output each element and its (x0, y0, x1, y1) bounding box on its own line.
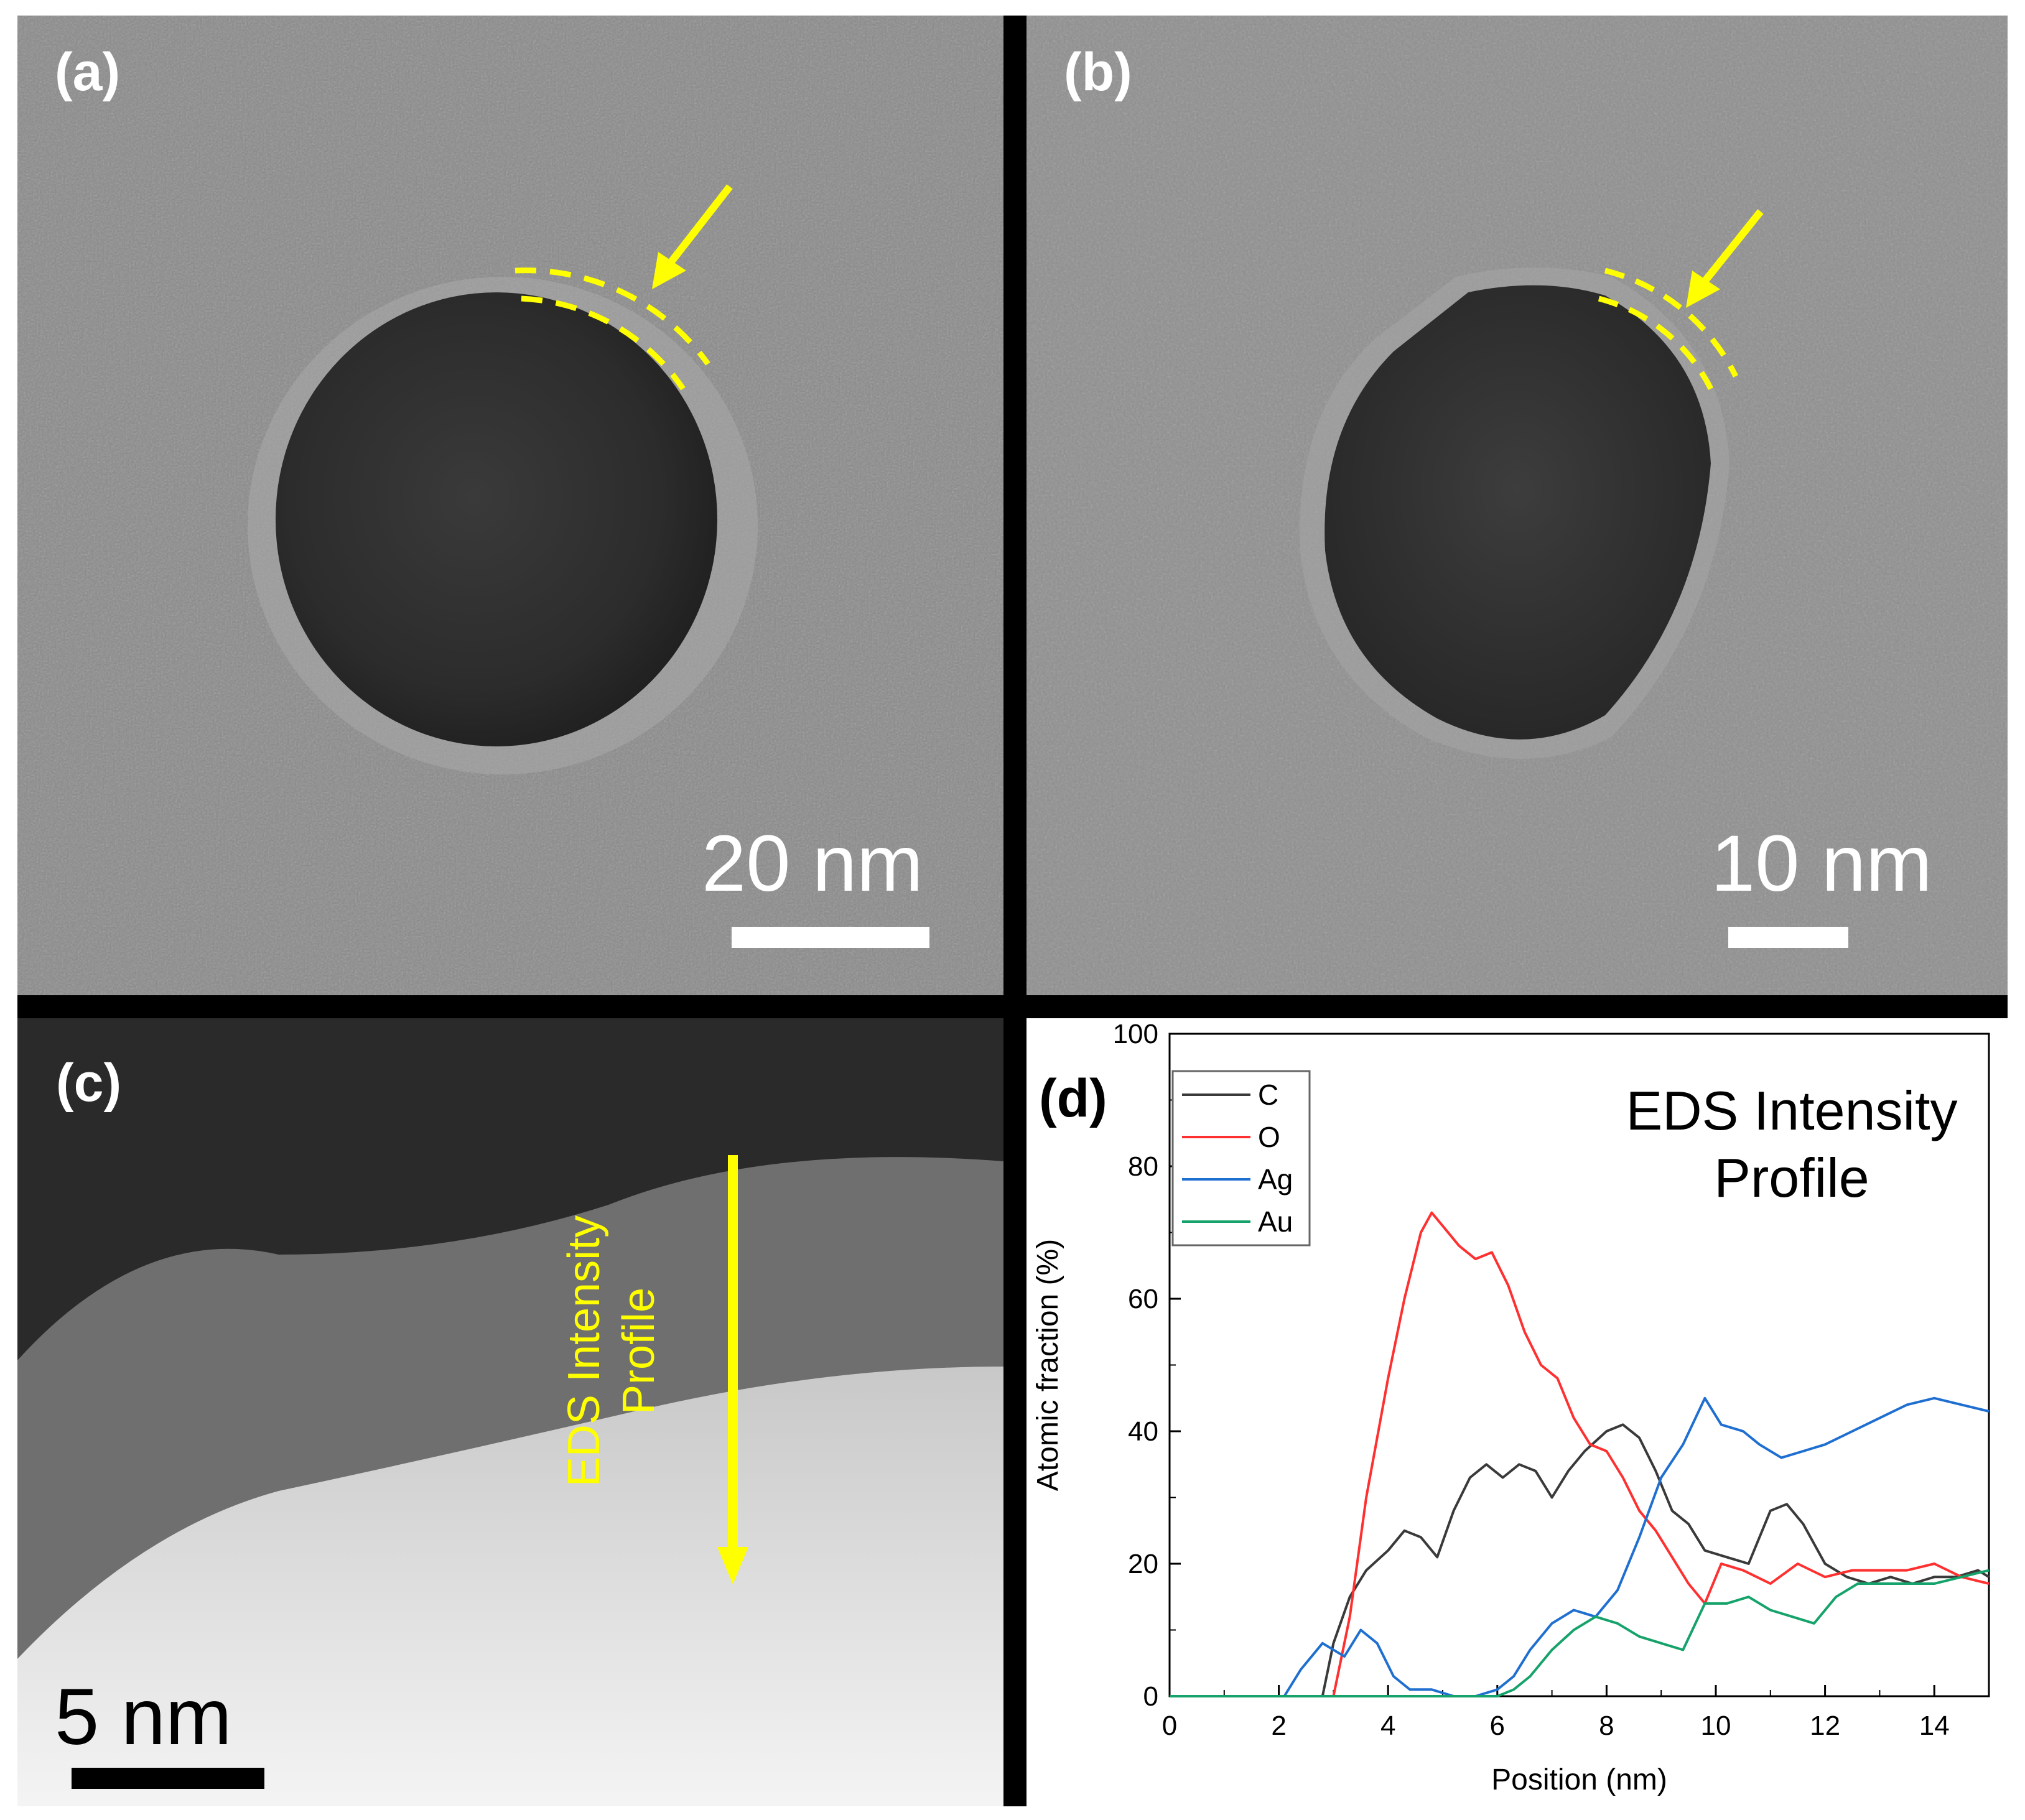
x-tick-label: 2 (1271, 1711, 1286, 1741)
panel-b-label: (b) (1064, 42, 1132, 102)
panel-c-micrograph (17, 1018, 1003, 1806)
chart-annotation-line2: Profile (1714, 1147, 1869, 1209)
x-tick-label: 14 (1919, 1711, 1950, 1741)
panel-a-label: (a) (55, 42, 121, 102)
x-tick-label: 12 (1810, 1711, 1840, 1741)
legend-label-au: Au (1258, 1205, 1293, 1238)
legend-label-ag: Ag (1258, 1163, 1293, 1196)
chart-annotation-line1: EDS Intensity (1626, 1080, 1958, 1141)
chart-axes: 0 2 4 6 8 10 12 14 0 20 40 60 80 100 Position (nm) Atom… (1031, 1019, 1990, 1796)
chart-legend: CO Ag Au (1182, 1079, 1293, 1238)
arrow-head-icon (652, 252, 686, 289)
x-tick-label: 10 (1701, 1711, 1731, 1741)
y-tick-label: 60 (1128, 1284, 1158, 1314)
shell-dashed-arc-outer (514, 267, 710, 366)
profile-arrow-label: EDS Intensity Profile (534, 1177, 689, 1525)
nanoparticle-core (276, 292, 717, 746)
legend-label-c: C (1258, 1079, 1278, 1111)
panel-c-scale-label: 5 nm (55, 1673, 232, 1762)
chart-series (1170, 1211, 1990, 1697)
x-tick-label: 0 (1162, 1711, 1177, 1741)
y-axis-label: Atomic fraction (%) (1031, 1239, 1064, 1491)
y-tick-label: 80 (1128, 1151, 1158, 1182)
series-line-ag (1170, 1396, 1990, 1697)
panel-a-micrograph (17, 16, 1003, 995)
y-tick-label: 100 (1113, 1019, 1158, 1049)
eds-line-chart: 0 2 4 6 8 10 12 14 0 20 40 60 80 100 Position (nm) Atom… (1031, 1019, 1990, 1796)
panel-c-scale-bar (72, 1768, 264, 1789)
arrow-shaft (1695, 209, 1764, 292)
panel-b-tem-image: (b) 10 nm (1026, 16, 2008, 995)
x-tick-label: 6 (1490, 1711, 1505, 1741)
x-axis-label: Position (nm) (1491, 1763, 1667, 1796)
series-line-au (1170, 1569, 1990, 1697)
panel-c-stem-image: (c) EDS Intensity Profile 5 nm (17, 1018, 1003, 1806)
silver-core (17, 1367, 1003, 1806)
panel-d-eds-chart: 0 2 4 6 8 10 12 14 0 20 40 60 80 100 Position (nm) Atom… (1026, 1018, 2008, 1806)
panel-a-scale-bar (732, 927, 929, 948)
arrow-head-icon (1686, 271, 1720, 308)
arrow-shaft (661, 184, 733, 273)
nanoparticle-core (1324, 285, 1711, 740)
vertical-separator (1003, 16, 1026, 1806)
legend-box (1171, 1070, 1311, 1247)
horizontal-separator (17, 995, 2008, 1018)
series-line-c (1170, 1423, 1990, 1697)
legend-label-o: O (1258, 1121, 1280, 1153)
x-tick-label: 8 (1599, 1711, 1614, 1741)
y-tick-label: 40 (1128, 1416, 1158, 1447)
panel-d-label: (d) (1039, 1069, 1107, 1128)
x-tick-label: 4 (1380, 1711, 1395, 1741)
panel-b-scale-label: 10 nm (1711, 819, 1932, 908)
profile-arrow-label-line1: EDS Intensity (559, 1215, 609, 1487)
y-tick-label: 20 (1128, 1549, 1158, 1579)
panel-b-micrograph (1026, 16, 2008, 995)
panel-b-scale-bar (1728, 927, 1848, 948)
panel-c-label: (c) (56, 1053, 122, 1113)
profile-arrow-head-icon (717, 1547, 748, 1584)
panel-a-scale-label: 20 nm (702, 819, 923, 908)
series-line-o (1170, 1211, 1990, 1697)
shell-dashed-arc-inner (1598, 295, 1714, 391)
chart-annotation: EDS Intensity Profile (1599, 1077, 1985, 1212)
y-tick-label: 0 (1143, 1681, 1158, 1712)
profile-arrow-label-line2: Profile (614, 1287, 664, 1415)
panel-a-tem-image: (a) 20 nm (17, 16, 1003, 995)
